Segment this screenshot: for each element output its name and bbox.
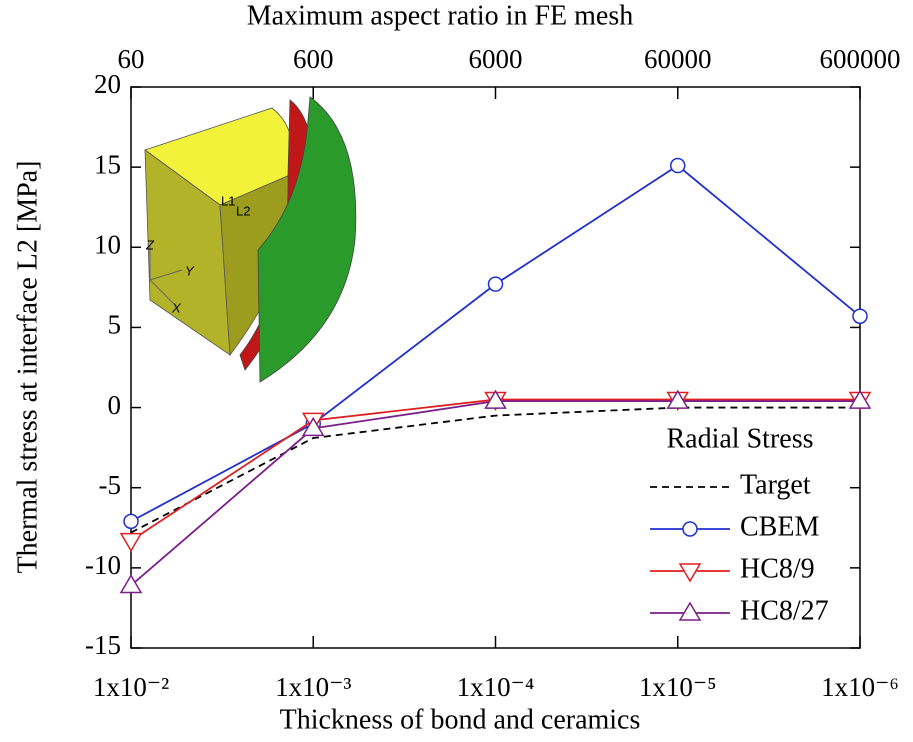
x-tick-label: 1x10⁻³: [275, 672, 351, 702]
legend-label: CBEM: [740, 511, 819, 542]
inset-label: X: [171, 300, 182, 315]
x-tick-label: 1x10⁻⁶: [821, 672, 899, 702]
inset-label: L2: [236, 203, 250, 218]
top-tick-label: 600000: [820, 44, 901, 74]
inset-label: Z: [145, 237, 155, 252]
legend-label: HC8/27: [740, 595, 829, 626]
top-tick-label: 6000: [469, 44, 523, 74]
y-tick-label: 15: [94, 149, 121, 179]
legend-marker: [680, 603, 700, 620]
marker: [124, 514, 138, 528]
inset-label: Y: [185, 263, 195, 278]
chart: L1 L2 Z Y X Maximum aspect ratio in FE m…: [0, 0, 913, 742]
x-tick-label: 1x10⁻⁵: [639, 672, 717, 702]
marker: [853, 309, 867, 323]
y-axis-title: Thermal stress at interface L2 [MPa]: [12, 161, 43, 574]
marker: [121, 575, 141, 592]
y-tick-label: 0: [108, 390, 122, 420]
top-tick-label: 600: [293, 44, 334, 74]
x-axis-title: Thickness of bond and ceramics: [280, 704, 641, 735]
legend-marker: [683, 522, 697, 536]
top-tick-label: 60000: [644, 44, 712, 74]
top-axis-title: Maximum aspect ratio in FE mesh: [247, 0, 634, 31]
y-tick-label: 10: [94, 229, 121, 259]
y-tick-label: -10: [85, 550, 121, 580]
y-tick-label: -15: [85, 630, 121, 660]
legend-title: Radial Stress: [667, 423, 814, 454]
top-tick-label: 60: [118, 44, 145, 74]
marker: [121, 534, 141, 551]
x-tick-label: 1x10⁻²: [93, 672, 169, 702]
marker: [489, 277, 503, 291]
y-tick-label: -5: [99, 470, 122, 500]
legend-label: Target: [740, 469, 811, 500]
marker: [671, 159, 685, 173]
y-tick-label: 5: [108, 310, 122, 340]
inset-label: L1: [221, 193, 235, 208]
inset-model: L1 L2 Z Y X: [145, 97, 356, 382]
x-tick-label: 1x10⁻⁴: [457, 672, 535, 702]
legend-marker: [680, 564, 700, 581]
legend-label: HC8/9: [740, 553, 815, 584]
